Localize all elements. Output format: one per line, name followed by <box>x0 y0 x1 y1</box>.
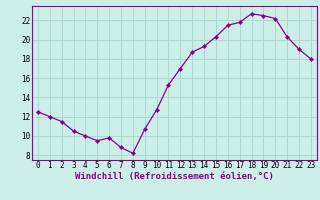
X-axis label: Windchill (Refroidissement éolien,°C): Windchill (Refroidissement éolien,°C) <box>75 172 274 181</box>
